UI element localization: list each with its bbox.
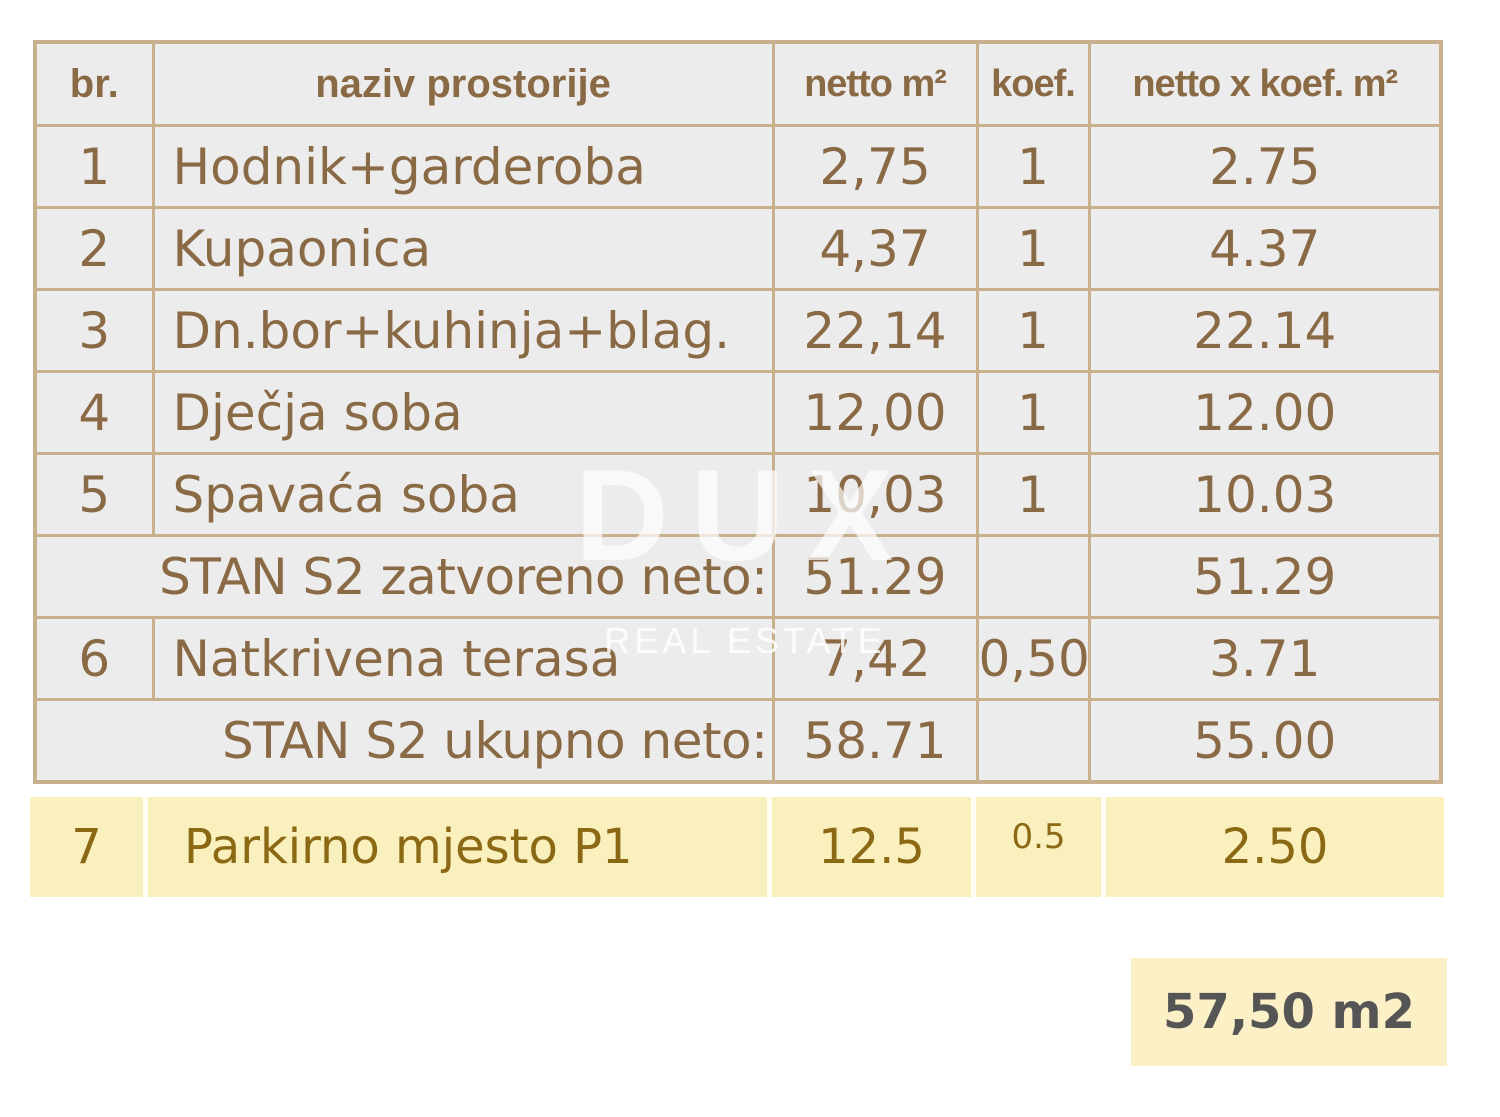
room-number: 5 <box>33 452 155 537</box>
room-number: 4 <box>33 370 155 455</box>
subtotal-closed-net-times-coefficient: 51.29 <box>1087 534 1443 619</box>
subtotal-closed-coefficient <box>975 534 1091 619</box>
table-row: 1 Hodnik+garderoba 2,75 1 2.75 <box>33 124 1443 209</box>
header-room-name: naziv prostorije <box>151 40 775 127</box>
parking-coefficient: 0.5 <box>976 797 1106 897</box>
header-coefficient: koef. <box>975 40 1091 127</box>
header-number: br. <box>33 40 155 127</box>
room-coefficient: 1 <box>975 452 1091 537</box>
room-name: Hodnik+garderoba <box>151 124 775 209</box>
room-number: 2 <box>33 206 155 291</box>
total-area-box: 57,50 m2 <box>1131 958 1447 1066</box>
header-net-area: netto m² <box>771 40 979 127</box>
table-row: 4 Dječja soba 12,00 1 12.00 <box>33 370 1443 455</box>
room-net-area: 12,00 <box>771 370 979 455</box>
table-row: 3 Dn.bor+kuhinja+blag. 22,14 1 22.14 <box>33 288 1443 373</box>
room-coefficient: 1 <box>975 288 1091 373</box>
subtotal-total-coefficient <box>975 698 1091 784</box>
parking-number: 7 <box>30 797 148 897</box>
terrace-net-times-coefficient: 3.71 <box>1087 616 1443 701</box>
room-area-table: br. naziv prostorije netto m² koef. nett… <box>33 40 1443 784</box>
room-name: Spavaća soba <box>151 452 775 537</box>
subtotal-total-row: STAN S2 ukupno neto: 58.71 55.00 <box>33 698 1443 784</box>
room-net-area: 4,37 <box>771 206 979 291</box>
room-net-times-coefficient: 2.75 <box>1087 124 1443 209</box>
room-coefficient: 1 <box>975 124 1091 209</box>
subtotal-total-label: STAN S2 ukupno neto: <box>33 698 775 784</box>
subtotal-closed-net-area: 51.29 <box>771 534 979 619</box>
room-name: Kupaonica <box>151 206 775 291</box>
room-coefficient: 1 <box>975 206 1091 291</box>
room-number: 1 <box>33 124 155 209</box>
room-name: Dječja soba <box>151 370 775 455</box>
room-net-area: 2,75 <box>771 124 979 209</box>
terrace-number: 6 <box>33 616 155 701</box>
table-row: 5 Spavaća soba 10,03 1 10.03 <box>33 452 1443 537</box>
subtotal-closed-label: STAN S2 zatvoreno neto: <box>33 534 775 619</box>
room-number: 3 <box>33 288 155 373</box>
table-row: 2 Kupaonica 4,37 1 4.37 <box>33 206 1443 291</box>
subtotal-total-net-area: 58.71 <box>771 698 979 784</box>
room-net-times-coefficient: 22.14 <box>1087 288 1443 373</box>
room-net-times-coefficient: 12.00 <box>1087 370 1443 455</box>
terrace-net-area: 7,42 <box>771 616 979 701</box>
room-name: Dn.bor+kuhinja+blag. <box>151 288 775 373</box>
table-row: 6 Natkrivena terasa 7,42 0,50 3.71 <box>33 616 1443 701</box>
subtotal-closed-row: STAN S2 zatvoreno neto: 51.29 51.29 <box>33 534 1443 619</box>
parking-net-times-coefficient: 2.50 <box>1106 797 1444 897</box>
room-net-times-coefficient: 10.03 <box>1087 452 1443 537</box>
parking-row: 7 Parkirno mjesto P1 12.5 0.5 2.50 <box>30 797 1444 897</box>
parking-net-area: 12.5 <box>772 797 976 897</box>
terrace-name: Natkrivena terasa <box>151 616 775 701</box>
room-coefficient: 1 <box>975 370 1091 455</box>
parking-name: Parkirno mjesto P1 <box>148 797 772 897</box>
table-header-row: br. naziv prostorije netto m² koef. nett… <box>33 40 1443 127</box>
terrace-coefficient: 0,50 <box>975 616 1091 701</box>
room-net-times-coefficient: 4.37 <box>1087 206 1443 291</box>
total-area-value: 57,50 m2 <box>1163 984 1415 1040</box>
room-net-area: 10,03 <box>771 452 979 537</box>
room-net-area: 22,14 <box>771 288 979 373</box>
subtotal-total-net-times-coefficient: 55.00 <box>1087 698 1443 784</box>
header-net-times-coefficient: netto x koef. m² <box>1087 40 1443 127</box>
